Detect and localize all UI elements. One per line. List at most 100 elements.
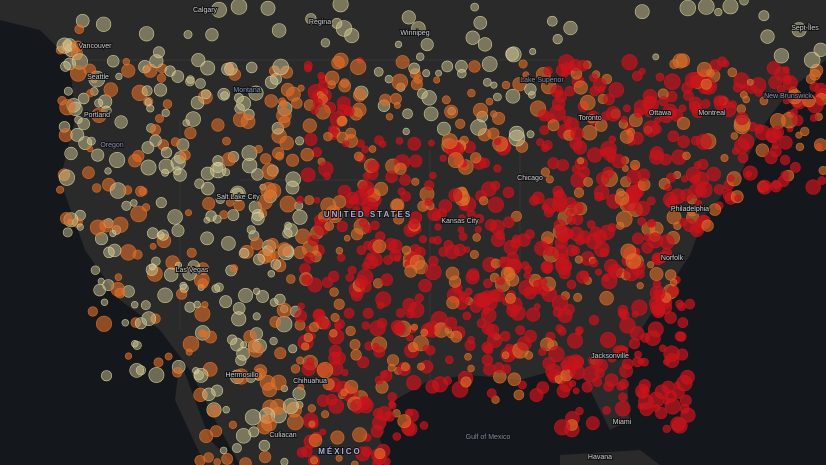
symbol	[679, 217, 688, 226]
symbol	[225, 62, 234, 72]
place-label: Philadelphia	[671, 206, 709, 213]
symbol	[677, 317, 689, 328]
symbol	[662, 424, 671, 433]
symbol	[130, 317, 141, 328]
symbol	[239, 244, 254, 259]
symbol	[353, 88, 367, 102]
symbol	[418, 278, 432, 293]
symbol	[367, 160, 380, 173]
symbol	[446, 296, 460, 310]
symbol	[186, 247, 197, 258]
symbol	[388, 239, 403, 254]
symbol	[328, 398, 345, 414]
symbol	[455, 118, 466, 129]
symbol	[292, 209, 308, 225]
symbol	[260, 153, 272, 165]
symbol	[55, 45, 65, 55]
symbol	[345, 127, 357, 139]
symbol	[524, 229, 535, 240]
symbol	[818, 166, 826, 175]
symbol	[721, 59, 730, 68]
symbol	[211, 118, 225, 132]
symbol	[664, 311, 677, 324]
symbol	[481, 354, 494, 366]
symbol	[297, 84, 305, 92]
symbol	[501, 364, 512, 374]
place-label: Miami	[613, 419, 632, 426]
symbol	[227, 209, 240, 221]
symbol	[369, 320, 386, 337]
symbol	[193, 367, 209, 383]
symbol	[593, 184, 610, 201]
symbol	[303, 252, 316, 264]
symbol	[501, 351, 510, 360]
symbol	[160, 146, 173, 159]
symbol	[129, 363, 144, 378]
symbol	[196, 262, 210, 276]
symbol	[458, 232, 468, 241]
symbol	[493, 164, 502, 173]
symbol	[251, 211, 265, 226]
symbol	[221, 452, 233, 465]
symbol	[409, 154, 423, 168]
symbol	[71, 40, 84, 53]
symbol	[290, 364, 301, 374]
symbol	[224, 61, 238, 76]
symbol	[460, 376, 472, 388]
place-label: Regina	[309, 19, 331, 26]
symbol	[758, 10, 770, 22]
symbol	[368, 145, 377, 153]
symbol	[570, 201, 584, 215]
symbol	[569, 226, 584, 242]
symbol	[676, 116, 690, 130]
symbol	[279, 135, 294, 151]
symbol	[603, 93, 615, 106]
symbol	[646, 196, 656, 206]
symbol	[76, 223, 84, 231]
symbol	[260, 0, 276, 16]
symbol	[277, 242, 292, 257]
symbol	[279, 99, 288, 109]
symbol	[517, 380, 527, 390]
symbol	[121, 63, 136, 78]
symbol	[708, 203, 722, 216]
symbol	[502, 186, 515, 199]
symbol	[328, 124, 337, 134]
symbol	[698, 0, 715, 15]
symbol	[200, 89, 211, 100]
symbol	[765, 130, 779, 143]
symbol	[379, 93, 392, 106]
symbol	[241, 145, 258, 161]
symbol	[782, 97, 790, 105]
symbol	[358, 180, 375, 197]
symbol	[319, 428, 327, 436]
symbol	[583, 177, 593, 187]
symbol	[482, 278, 493, 289]
symbol	[103, 82, 119, 97]
symbol	[678, 104, 687, 113]
symbol	[375, 291, 392, 308]
symbol	[552, 33, 563, 45]
symbol	[677, 302, 687, 312]
symbol	[608, 135, 616, 143]
symbol	[502, 216, 515, 229]
symbol	[528, 91, 536, 99]
symbol	[269, 398, 286, 415]
symbol	[505, 273, 520, 287]
symbol	[200, 231, 214, 246]
symbol	[329, 329, 338, 338]
symbol	[282, 228, 293, 239]
symbol	[305, 13, 317, 25]
symbol	[424, 197, 434, 207]
symbol	[701, 99, 711, 109]
symbol	[545, 246, 555, 257]
symbol	[607, 353, 617, 363]
symbol	[436, 121, 451, 136]
symbol	[423, 106, 439, 122]
symbol	[122, 185, 133, 195]
symbol	[264, 94, 278, 108]
symbol	[569, 58, 582, 72]
symbol	[380, 370, 388, 378]
symbol	[580, 94, 596, 111]
